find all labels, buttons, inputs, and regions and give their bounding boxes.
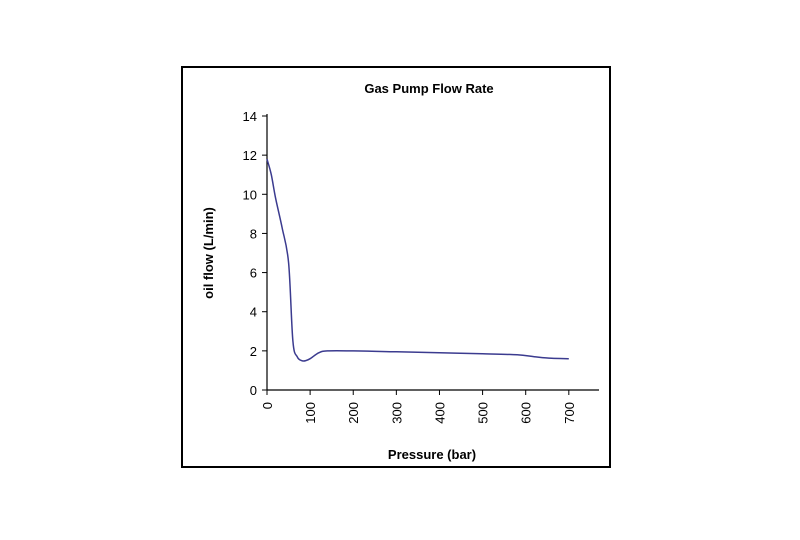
- x-tick-label: 300: [389, 402, 404, 424]
- y-axis-label: oil flow (L/min): [201, 207, 216, 299]
- y-tick-label: 2: [250, 344, 257, 359]
- x-tick-label: 0: [260, 402, 275, 409]
- x-tick-label: 200: [346, 402, 361, 424]
- series-layer: [266, 158, 569, 362]
- y-tick-label: 4: [250, 305, 257, 320]
- y-tick-label: 14: [243, 109, 257, 124]
- x-tick-label: 700: [562, 402, 577, 424]
- y-tick-label: 0: [250, 383, 257, 398]
- series-line: [266, 158, 569, 362]
- tick-labels: 0 2 4 6 8 10 12 14 0 100 200 300 400 500 600 700: [243, 109, 577, 424]
- y-tick-label: 10: [243, 187, 257, 202]
- x-axis-label: Pressure (bar): [388, 447, 476, 462]
- x-tick-label: 100: [303, 402, 318, 424]
- chart-title: Gas Pump Flow Rate: [364, 81, 493, 96]
- x-tick-label: 500: [476, 402, 491, 424]
- x-tick-label: 600: [519, 402, 534, 424]
- line-chart: Gas Pump Flow Rate 0 2 4 6 8 10 12 14 0 100 200 300…: [201, 81, 599, 462]
- y-tick-label: 6: [250, 266, 257, 281]
- chart-frame: Gas Pump Flow Rate 0 2 4 6 8 10 12 14 0 100 200 300…: [181, 66, 611, 468]
- y-tick-label: 12: [243, 148, 257, 163]
- y-tick-label: 8: [250, 226, 257, 241]
- x-tick-label: 400: [432, 402, 447, 424]
